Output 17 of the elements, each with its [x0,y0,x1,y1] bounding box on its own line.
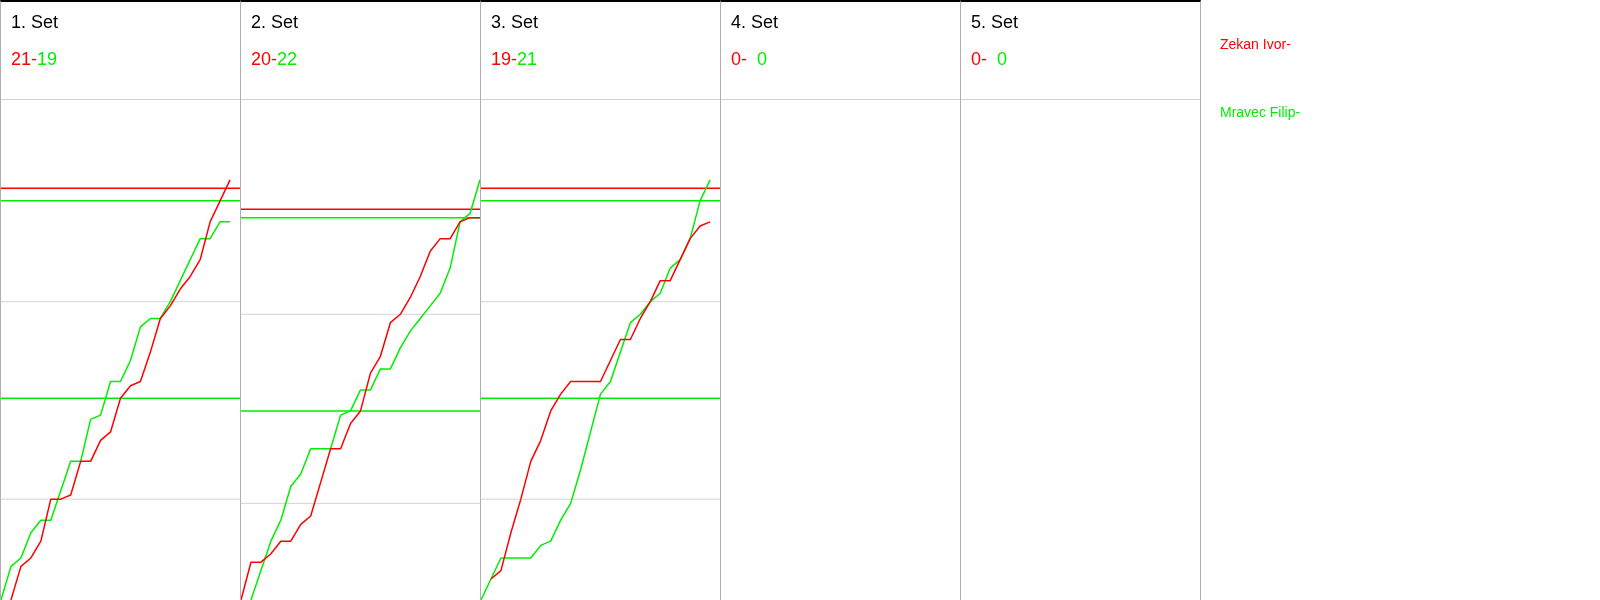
text: 21 [517,49,538,69]
text: 22 [277,49,298,69]
chart-title: 1. Set [11,12,60,33]
text: 19 [37,49,58,69]
text: 4. Set [731,12,780,33]
text: 5. Set [971,12,1020,33]
text: 0 [757,49,768,69]
text: 0- [731,49,748,69]
text: 0- [971,49,988,69]
chart-title: 2. Set [251,12,300,33]
text: Mravec Filip- [1220,104,1301,120]
text: 19- [491,49,517,69]
chart-title: 3. Set [491,12,540,33]
text: 20- [251,49,277,69]
text: 21- [11,49,37,69]
text: Zekan Ivor- [1220,36,1292,52]
text: 0 [997,49,1008,69]
